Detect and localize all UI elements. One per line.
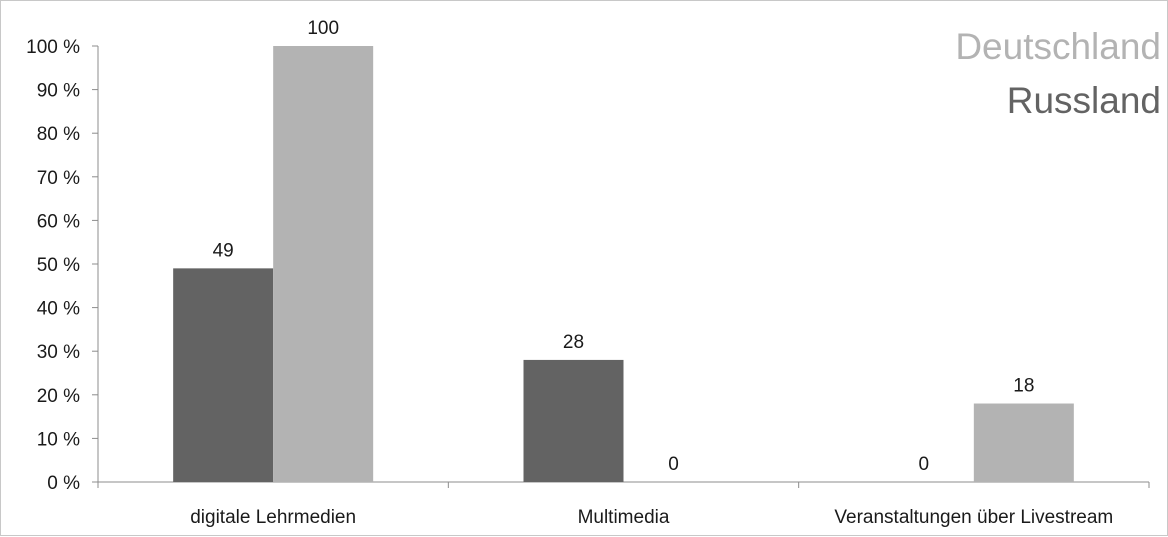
x-category-label: Multimedia <box>578 507 670 528</box>
y-tick-label: 60 % <box>37 211 80 232</box>
bar-deutschland-2 <box>973 403 1074 482</box>
x-category-label: digitale Lehrmedien <box>190 507 356 528</box>
y-tick-label: 70 % <box>37 168 80 189</box>
y-tick-label: 80 % <box>37 124 80 145</box>
y-tick-label: 0 % <box>47 473 80 494</box>
data-label: 0 <box>919 454 930 475</box>
y-tick-label: 90 % <box>37 81 80 102</box>
axes: 0 % 10 % 20 % 30 % 40 % 50 % 60 % 70 % 80 % 90 % 1… <box>26 37 1150 528</box>
y-tick-label: 30 % <box>37 342 80 363</box>
y-tick-label: 100 % <box>26 37 80 58</box>
data-label: 100 <box>307 18 339 39</box>
y-tick-label: 50 % <box>37 255 80 276</box>
y-tick-label: 40 % <box>37 299 80 320</box>
bar-deutschland-0 <box>273 46 374 482</box>
bar-russland-0 <box>173 268 274 482</box>
data-label: 0 <box>668 454 679 475</box>
y-tick-label: 20 % <box>37 386 80 407</box>
legend-label-russland: Russland <box>1007 80 1161 121</box>
y-tick-label: 10 % <box>37 429 80 450</box>
data-label: 28 <box>563 332 584 353</box>
legend-label-deutschland: Deutschland <box>955 26 1161 67</box>
data-labels: 49 28 0 100 0 18 <box>213 18 1035 475</box>
bar-russland-1 <box>523 359 624 482</box>
x-category-label: Veranstaltungen über Livestream <box>834 507 1113 528</box>
bars <box>173 46 1074 482</box>
data-label: 49 <box>213 240 234 261</box>
legend: Deutschland Russland <box>955 26 1161 121</box>
data-label: 18 <box>1013 376 1034 397</box>
